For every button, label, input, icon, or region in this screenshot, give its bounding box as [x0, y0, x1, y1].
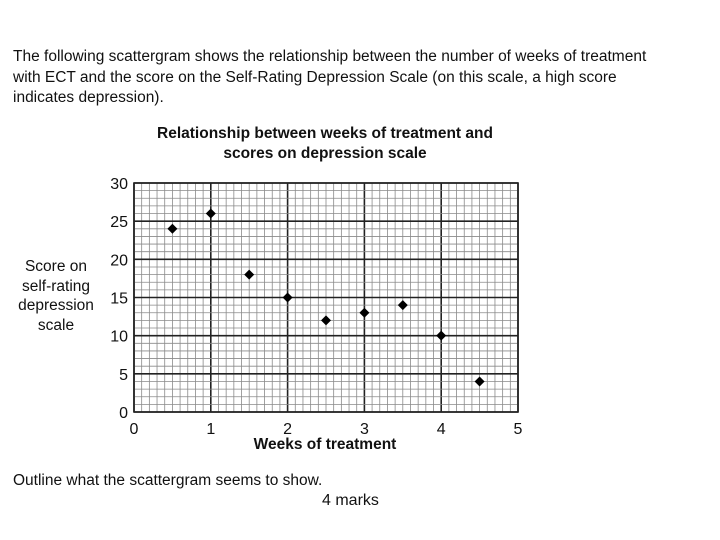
y-axis-label-line: self-rating [21, 277, 91, 295]
chart-title-line-1: Relationship between weeks of treatment … [157, 125, 493, 142]
data-point [167, 223, 178, 234]
data-point [359, 307, 370, 318]
intro-line-2: with ECT and the score on the Self-Ratin… [13, 68, 617, 86]
x-tick-label: 3 [360, 421, 369, 438]
plot-frame [133, 182, 519, 413]
y-tick-label: 10 [110, 329, 128, 346]
y-tick-label: 15 [110, 291, 128, 308]
y-tick-label: 20 [110, 252, 128, 269]
data-point [321, 315, 331, 326]
y-axis-label-line: Score on [24, 258, 88, 275]
y-axis-label-line: scale [37, 316, 75, 334]
x-tick-label: 1 [206, 421, 215, 438]
y-axis-label-line: depression [18, 297, 94, 314]
x-tick-label: 2 [283, 421, 292, 438]
intro-text: The following scattergram shows the rela… [13, 47, 713, 109]
data-point [205, 208, 216, 219]
data-point [244, 269, 255, 280]
x-tick-label: 5 [514, 421, 523, 438]
y-tick-label: 5 [119, 367, 128, 384]
y-axis-label: Score on self-rating depression scale [6, 257, 106, 335]
data-point [474, 376, 485, 387]
x-axis-label: Weeks of treatment [253, 436, 397, 453]
intro-line-3: indicates depression). [13, 89, 164, 106]
y-tick-label: 30 [110, 176, 128, 193]
chart-title-line-2: scores on depression scale [223, 145, 427, 162]
intro-line-1: The following scattergram shows the rela… [13, 48, 647, 65]
data-point [436, 330, 447, 341]
data-point [397, 300, 408, 311]
y-tick-label: 0 [119, 405, 128, 422]
marks-label: 4 marks [322, 492, 379, 509]
x-tick-label: 4 [437, 421, 446, 438]
question-text: Outline what the scattergram seems to sh… [13, 472, 323, 489]
y-tick-label: 25 [110, 214, 128, 231]
data-point [282, 292, 293, 303]
chart-title: Relationship between weeks of treatment … [120, 124, 530, 164]
x-tick-label: 0 [130, 421, 139, 438]
